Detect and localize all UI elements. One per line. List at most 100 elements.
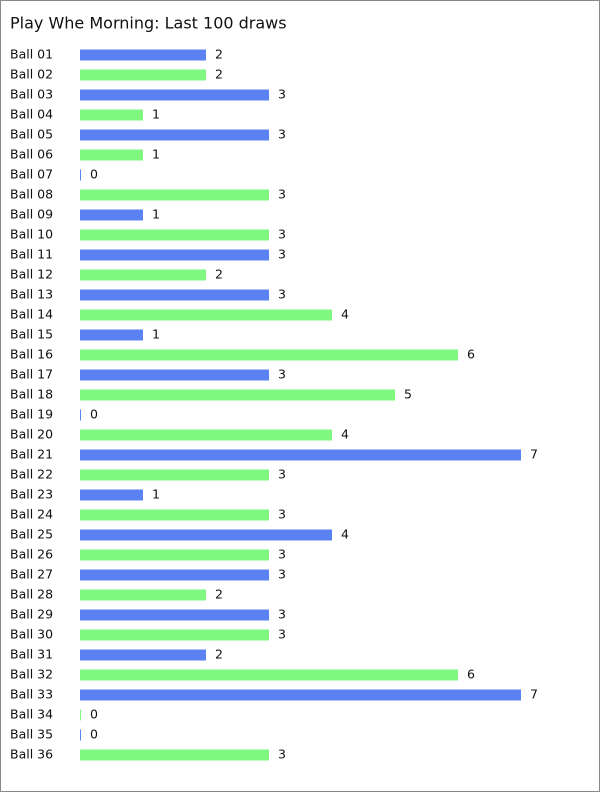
bar	[80, 109, 143, 121]
value-label: 3	[278, 607, 286, 622]
value-label: 4	[341, 307, 349, 322]
bar	[80, 329, 143, 341]
category-label: Ball 32	[10, 667, 53, 682]
category-label: Ball 09	[10, 207, 53, 222]
value-label: 3	[278, 567, 286, 582]
category-label: Ball 01	[10, 47, 53, 62]
value-label: 0	[90, 707, 98, 722]
bar	[80, 649, 206, 661]
value-label: 3	[278, 507, 286, 522]
value-label: 1	[152, 207, 160, 222]
bar	[80, 709, 81, 721]
bar	[80, 249, 269, 261]
category-label: Ball 25	[10, 527, 53, 542]
bar	[80, 129, 269, 141]
category-label: Ball 33	[10, 687, 53, 702]
category-label: Ball 19	[10, 407, 53, 422]
value-label: 3	[278, 627, 286, 642]
chart-title: Play Whe Morning: Last 100 draws	[10, 14, 287, 33]
category-label: Ball 04	[10, 107, 53, 122]
category-label: Ball 08	[10, 187, 53, 202]
category-label: Ball 18	[10, 387, 53, 402]
category-label: Ball 10	[10, 227, 53, 242]
bar	[80, 609, 269, 621]
value-label: 0	[90, 167, 98, 182]
bar	[80, 689, 521, 701]
category-label: Ball 12	[10, 267, 53, 282]
value-label: 3	[278, 247, 286, 262]
category-label: Ball 17	[10, 367, 53, 382]
category-label: Ball 07	[10, 167, 53, 182]
value-label: 1	[152, 147, 160, 162]
bar	[80, 369, 269, 381]
value-label: 2	[215, 267, 223, 282]
category-label: Ball 29	[10, 607, 53, 622]
category-label: Ball 23	[10, 487, 53, 502]
value-label: 6	[467, 667, 475, 682]
category-label: Ball 13	[10, 287, 53, 302]
value-label: 3	[278, 287, 286, 302]
value-label: 2	[215, 647, 223, 662]
bar	[80, 429, 332, 441]
category-label: Ball 14	[10, 307, 53, 322]
category-label: Ball 03	[10, 87, 53, 102]
category-label: Ball 24	[10, 507, 53, 522]
bar	[80, 549, 269, 561]
bar	[80, 49, 206, 61]
bar	[80, 509, 269, 521]
bar	[80, 529, 332, 541]
value-label: 3	[278, 127, 286, 142]
value-label: 0	[90, 407, 98, 422]
category-label: Ball 27	[10, 567, 53, 582]
value-label: 3	[278, 747, 286, 762]
value-label: 4	[341, 527, 349, 542]
bar	[80, 149, 143, 161]
bar	[80, 389, 395, 401]
bar	[80, 89, 269, 101]
category-label: Ball 36	[10, 747, 53, 762]
bar	[80, 269, 206, 281]
category-label: Ball 35	[10, 727, 53, 742]
bar	[80, 449, 521, 461]
value-label: 0	[90, 727, 98, 742]
value-label: 3	[278, 187, 286, 202]
value-label: 3	[278, 227, 286, 242]
bar	[80, 349, 458, 361]
value-label: 3	[278, 547, 286, 562]
value-label: 3	[278, 367, 286, 382]
bar	[80, 589, 206, 601]
bar	[80, 409, 81, 421]
category-label: Ball 16	[10, 347, 53, 362]
category-label: Ball 02	[10, 67, 53, 82]
value-label: 1	[152, 107, 160, 122]
bar	[80, 749, 269, 761]
category-label: Ball 34	[10, 707, 53, 722]
bar	[80, 569, 269, 581]
category-label: Ball 22	[10, 467, 53, 482]
bar	[80, 289, 269, 301]
bar	[80, 669, 458, 681]
category-label: Ball 06	[10, 147, 53, 162]
bar	[80, 229, 269, 241]
category-label: Ball 20	[10, 427, 53, 442]
bar	[80, 189, 269, 201]
category-label: Ball 15	[10, 327, 53, 342]
category-label: Ball 28	[10, 587, 53, 602]
value-label: 6	[467, 347, 475, 362]
category-label: Ball 26	[10, 547, 53, 562]
bar	[80, 169, 81, 181]
value-label: 2	[215, 47, 223, 62]
bar	[80, 69, 206, 81]
category-label: Ball 31	[10, 647, 53, 662]
value-label: 3	[278, 87, 286, 102]
category-label: Ball 05	[10, 127, 53, 142]
bar	[80, 469, 269, 481]
bar	[80, 209, 143, 221]
category-label: Ball 11	[10, 247, 53, 262]
category-label: Ball 21	[10, 447, 53, 462]
bar	[80, 629, 269, 641]
value-label: 7	[530, 447, 538, 462]
value-label: 1	[152, 487, 160, 502]
